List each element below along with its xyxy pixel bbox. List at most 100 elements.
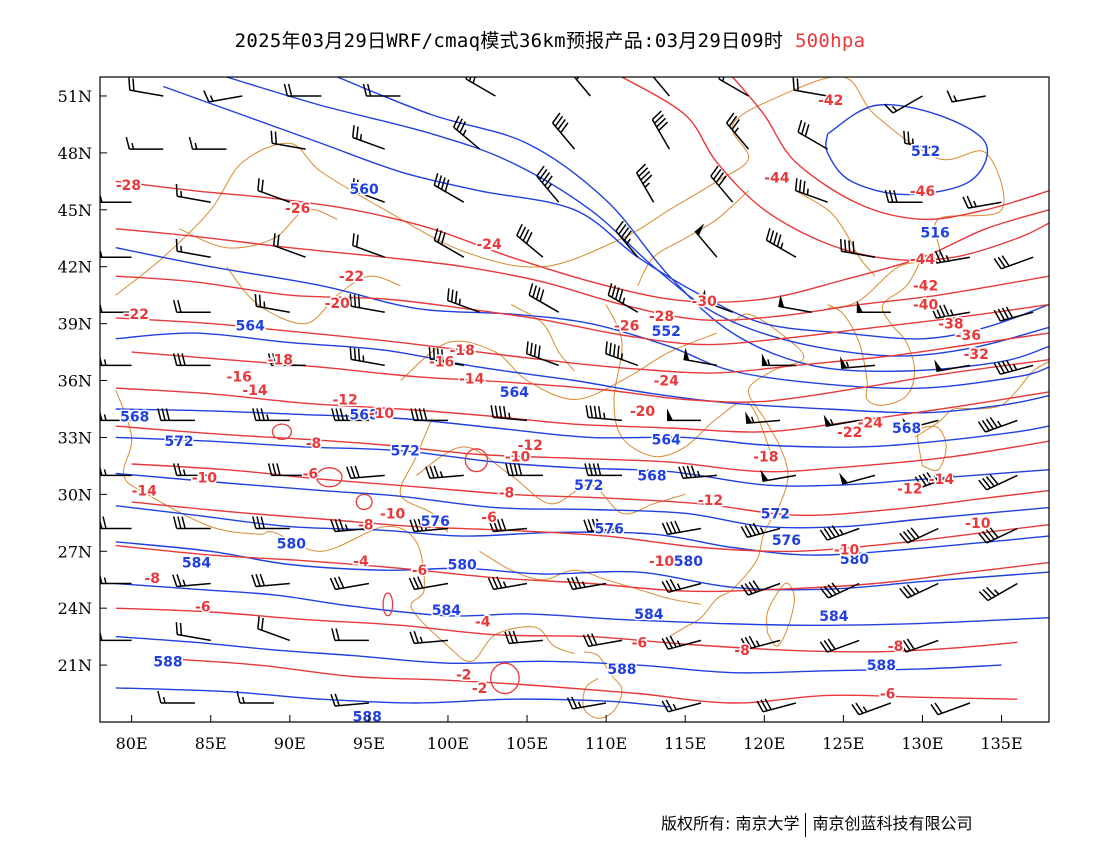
wind-barb — [175, 183, 211, 203]
temperature-contour-label: -18 — [450, 343, 475, 359]
lat-tick-label: 21N — [58, 656, 92, 675]
wind-barb — [175, 622, 211, 642]
temperature-cell — [464, 448, 489, 473]
height-contour — [115, 247, 1049, 390]
wind-barb — [740, 635, 781, 650]
wind-barb — [516, 223, 544, 258]
wind-barb — [172, 300, 211, 313]
temperature-contour-label: -6 — [195, 599, 211, 615]
temperature-contours — [115, 77, 1049, 704]
title-main: 2025年03月29日WRF/cmaq模式36km预报产品:03月29日09时 — [234, 30, 784, 52]
wind-barb — [433, 173, 465, 203]
wind-barb — [823, 414, 860, 428]
temperature-contour-label: -8 — [358, 518, 374, 534]
wind-barb — [840, 356, 876, 370]
height-contour-label: 580 — [674, 554, 703, 570]
wind-barb — [977, 416, 1018, 433]
wind-barb — [188, 136, 227, 150]
wind-barb — [488, 518, 528, 533]
temperature-labels: -42-44-46-44-42-40-38-36-32-28-26-24-22-… — [114, 91, 992, 704]
height-contour-label: 580 — [840, 552, 869, 568]
wind-barb — [930, 702, 971, 716]
temperature-contour-label: -2 — [472, 681, 488, 697]
wind-barb — [661, 520, 702, 536]
wind-barb — [252, 408, 290, 422]
temperature-contour-label: -10 — [965, 516, 991, 532]
temperature-contour-label: -2 — [456, 668, 472, 684]
temperature-contour — [131, 351, 1049, 403]
temperature-contour-label: -26 — [614, 319, 639, 335]
wind-barb — [652, 77, 670, 97]
wind-barb — [349, 347, 385, 367]
temperature-contour-label: -36 — [956, 328, 981, 344]
wind-barb — [820, 582, 860, 599]
wind-barb — [409, 518, 449, 533]
wind-barb — [157, 690, 195, 704]
temperature-contour-label: -22 — [124, 307, 149, 323]
height-contour-label: 564 — [236, 319, 265, 335]
wind-barb — [778, 294, 812, 313]
wind-barb — [330, 518, 369, 533]
temperature-contour-label: -44 — [764, 171, 790, 187]
temperature-contour-label: -18 — [753, 449, 778, 465]
height-contour — [115, 541, 1049, 591]
height-contour — [115, 436, 1049, 487]
height-contour-label: 588 — [607, 662, 636, 678]
temperature-contour — [621, 77, 1049, 262]
wind-barb — [283, 83, 322, 97]
wind-barb — [566, 576, 607, 591]
height-contour — [115, 408, 1049, 448]
temperature-contour — [115, 544, 1049, 593]
lon-tick-label: 115E — [664, 734, 706, 753]
wind-barb — [661, 699, 702, 713]
height-contour — [115, 582, 1049, 627]
temperature-contour-label: -12 — [333, 393, 358, 409]
wind-barb — [930, 250, 971, 264]
height-contour — [115, 635, 1002, 674]
temperature-contour-label: -20 — [325, 296, 351, 312]
border-line — [400, 332, 718, 401]
wind-barb — [700, 289, 733, 313]
wind-barb — [745, 411, 781, 425]
border-line — [827, 256, 923, 406]
wind-barb — [819, 638, 860, 653]
temperature-contour-label: -20 — [630, 404, 656, 420]
temperature-contour-label: -10 — [380, 506, 406, 522]
border-line — [795, 190, 876, 277]
wind-barb — [946, 90, 986, 103]
wind-barb — [251, 573, 290, 588]
border-line — [637, 190, 749, 286]
wind-barb — [504, 630, 543, 645]
wind-barb — [257, 178, 291, 203]
wind-barb — [362, 83, 401, 97]
wind-barb — [425, 465, 464, 480]
temperature-contour — [179, 658, 1018, 704]
temperature-contour-label: -26 — [285, 201, 310, 217]
wind-barb — [573, 77, 591, 97]
height-contour-label: 588 — [353, 709, 382, 725]
border-line — [582, 651, 623, 719]
border-line — [914, 361, 1049, 438]
temperature-cell — [490, 662, 520, 695]
border-line — [399, 418, 449, 533]
wind-barb — [884, 190, 923, 203]
height-contour-label: 584 — [182, 556, 211, 572]
border-line — [178, 208, 338, 249]
height-contour-label: 580 — [277, 537, 306, 553]
height-contour-label: 584 — [634, 607, 663, 623]
map-frame — [99, 76, 1050, 723]
wind-barbs — [100, 77, 1034, 716]
temperature-contour-label: -14 — [132, 484, 158, 500]
lon-tick-label: 95E — [353, 734, 385, 753]
height-contour-label: 568 — [350, 408, 379, 424]
height-contour-label: 576 — [772, 533, 801, 549]
height-contour-label: 580 — [448, 558, 477, 574]
wind-barb — [794, 178, 828, 203]
wind-barb — [725, 112, 750, 150]
wind-barb — [272, 233, 306, 258]
height-contour-label: 588 — [153, 654, 182, 670]
wind-barb — [661, 635, 702, 650]
lon-tick-label: 90E — [274, 734, 306, 753]
wind-barb — [978, 582, 1018, 602]
wind-barb — [978, 474, 1018, 491]
